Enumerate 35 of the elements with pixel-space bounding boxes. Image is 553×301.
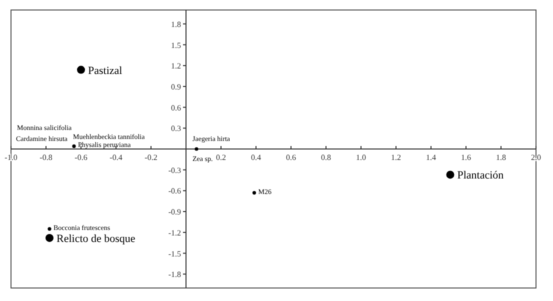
y-tick-label: -0.3 [168,166,181,175]
x-tick-label: 1.6 [461,153,471,162]
y-tick-label: 0.3 [171,124,181,134]
point [48,227,52,231]
x-tick-label: 1.8 [496,153,506,162]
point [194,147,198,151]
x-tick-label: -0.8 [40,153,52,162]
y-tick-label: -1.8 [168,270,181,280]
y-tick-label: 1.8 [171,20,181,29]
x-tick-label: 1.4 [426,153,436,162]
x-tick-label: 1.0 [356,153,366,162]
x-tick-label: -0.2 [144,153,158,162]
y-tick-label: -0.6 [168,186,181,196]
point [46,234,54,242]
x-tick-label: 0.6 [286,153,296,162]
point [77,66,85,74]
x-tick-label: 0.2 [216,153,226,162]
y-tick-label: -1.2 [168,228,181,238]
y-tick-label: -0.9 [168,208,181,217]
y-tick-label: 0.6 [171,103,181,112]
y-tick-label: -1.5 [168,249,181,258]
annotation: Relicto de bosque [56,232,136,245]
point [446,170,454,179]
x-tick-label: -0.4 [110,153,122,162]
point [72,144,76,148]
y-tick-label: 1.5 [171,40,181,50]
x-tick-label: 1.2 [391,153,401,162]
annotation: Pastizal [88,64,122,77]
y-tick-label: 1.2 [171,62,181,71]
x-tick-label: 0.8 [321,153,331,162]
point [252,190,256,195]
y-tick-label: 0.9 [171,82,181,92]
x-tick-label: -0.6 [74,153,88,162]
x-tick-label: 0.4 [251,153,261,162]
annotation: Plantación [457,170,504,182]
